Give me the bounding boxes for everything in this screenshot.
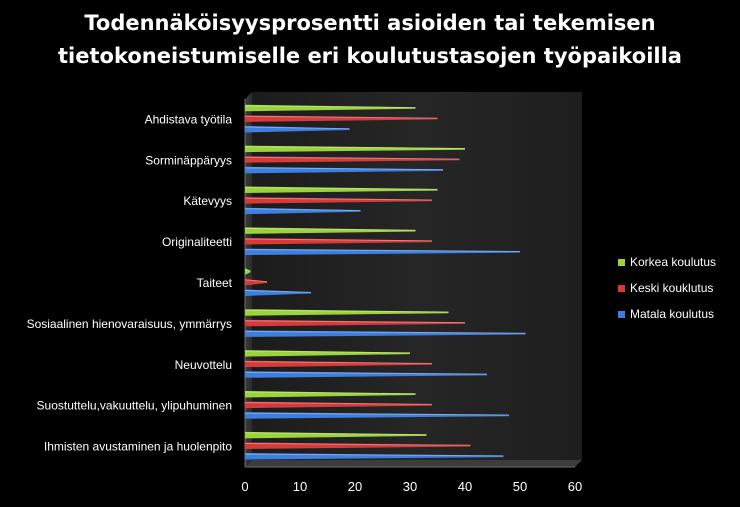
bar-keski (245, 319, 465, 327)
legend-swatch (618, 285, 625, 292)
bar-highlight (244, 290, 312, 293)
bar-matala (245, 412, 509, 419)
category-labels: Ahdistava työtila Sorminäppäryys Kätevyys O… (27, 112, 233, 453)
bar-keski (245, 238, 432, 245)
bar-korkea (245, 186, 438, 194)
bar-matala (245, 207, 361, 215)
bar-highlight (244, 453, 504, 457)
bar-highlight (244, 309, 449, 313)
bar-korkea (245, 309, 449, 316)
bar-matala (245, 330, 526, 337)
chart-title: Todennäköisyysprosentti asioiden tai tek… (58, 11, 682, 68)
bar-highlight (244, 238, 433, 242)
bar-highlight (244, 208, 361, 212)
bar-highlight (244, 330, 526, 334)
x-axis-ticks: 0 10 20 30 40 50 60 (241, 479, 582, 494)
category-label: Ahdistava työtila (145, 112, 233, 126)
bar-matala (245, 371, 487, 378)
bar-korkea (245, 268, 251, 275)
x-tick-label: 20 (348, 479, 362, 494)
bar-highlight (244, 412, 510, 416)
category-label: Sosiaalinen hienovaraisuus, ymmärrys (27, 317, 232, 331)
bar-keski (245, 156, 460, 163)
bar-keski (245, 401, 432, 409)
bar-highlight (244, 115, 438, 119)
bar-korkea (245, 104, 416, 112)
bar-highlight (244, 146, 466, 149)
bar-highlight (244, 197, 433, 201)
bar-korkea (245, 431, 427, 439)
bar-highlight (244, 167, 444, 171)
legend-label: Keski kouklutus (630, 281, 713, 295)
bar-matala (245, 248, 520, 256)
bar-korkea (245, 390, 416, 398)
legend-swatch (618, 259, 625, 266)
bar-highlight (244, 391, 416, 395)
bar-highlight (244, 320, 466, 324)
bar-matala (245, 453, 504, 460)
bar-highlight (244, 227, 416, 231)
category-label: Originaliteetti (162, 235, 232, 249)
legend-label: Korkea koulutus (630, 255, 716, 269)
bar-keski (245, 360, 432, 368)
bar-highlight (244, 279, 268, 283)
bar-keski (245, 115, 438, 122)
chart-title-line-2: tietokoneistumiselle eri koulutustasojen… (58, 44, 682, 68)
bar-keski (245, 442, 471, 449)
bar-highlight (244, 126, 350, 130)
bar-matala (245, 166, 443, 174)
legend: Korkea koulutus Keski kouklutus Matala kou… (618, 255, 716, 321)
x-tick-label: 50 (513, 479, 527, 494)
category-label: Ihmisten avustaminen ja huolenpito (44, 440, 232, 454)
legend-swatch (618, 311, 625, 318)
bar-highlight (244, 156, 460, 160)
bar-korkea (245, 145, 465, 153)
bar-highlight (244, 350, 411, 354)
x-tick-label: 40 (458, 479, 472, 494)
bar-keski (245, 197, 432, 204)
bar-highlight (244, 187, 438, 190)
bar-keski (245, 278, 267, 286)
legend-label: Matala koulutus (630, 307, 714, 321)
category-label: Kätevyys (183, 194, 232, 208)
category-label: Neuvottelu (175, 358, 232, 372)
x-tick-label: 60 (568, 479, 582, 494)
bar-highlight (244, 371, 488, 375)
x-tick-label: 30 (403, 479, 417, 494)
category-label: Taiteet (197, 276, 233, 290)
bar-highlight (244, 442, 471, 446)
category-label: Suostuttelu,vakuuttelu, ylipuhuminen (37, 399, 232, 413)
category-label: Sorminäppäryys (145, 153, 232, 167)
plot-back-wall (252, 92, 582, 460)
bars-group (244, 104, 526, 460)
bar-highlight (244, 432, 427, 436)
chart-title-line-1: Todennäköisyysprosentti asioiden tai tek… (84, 11, 655, 35)
x-tick-label: 10 (293, 479, 307, 494)
x-tick-label: 0 (241, 479, 248, 494)
bar-matala (245, 125, 350, 133)
bar-highlight (244, 402, 433, 405)
bar-highlight (244, 268, 251, 272)
bar-matala (245, 289, 311, 297)
bar-korkea (245, 227, 416, 234)
bar-highlight (244, 249, 521, 252)
bar-highlight (244, 361, 433, 365)
plot-floor (245, 460, 582, 467)
bar-korkea (245, 350, 410, 357)
bar-highlight (244, 105, 416, 109)
